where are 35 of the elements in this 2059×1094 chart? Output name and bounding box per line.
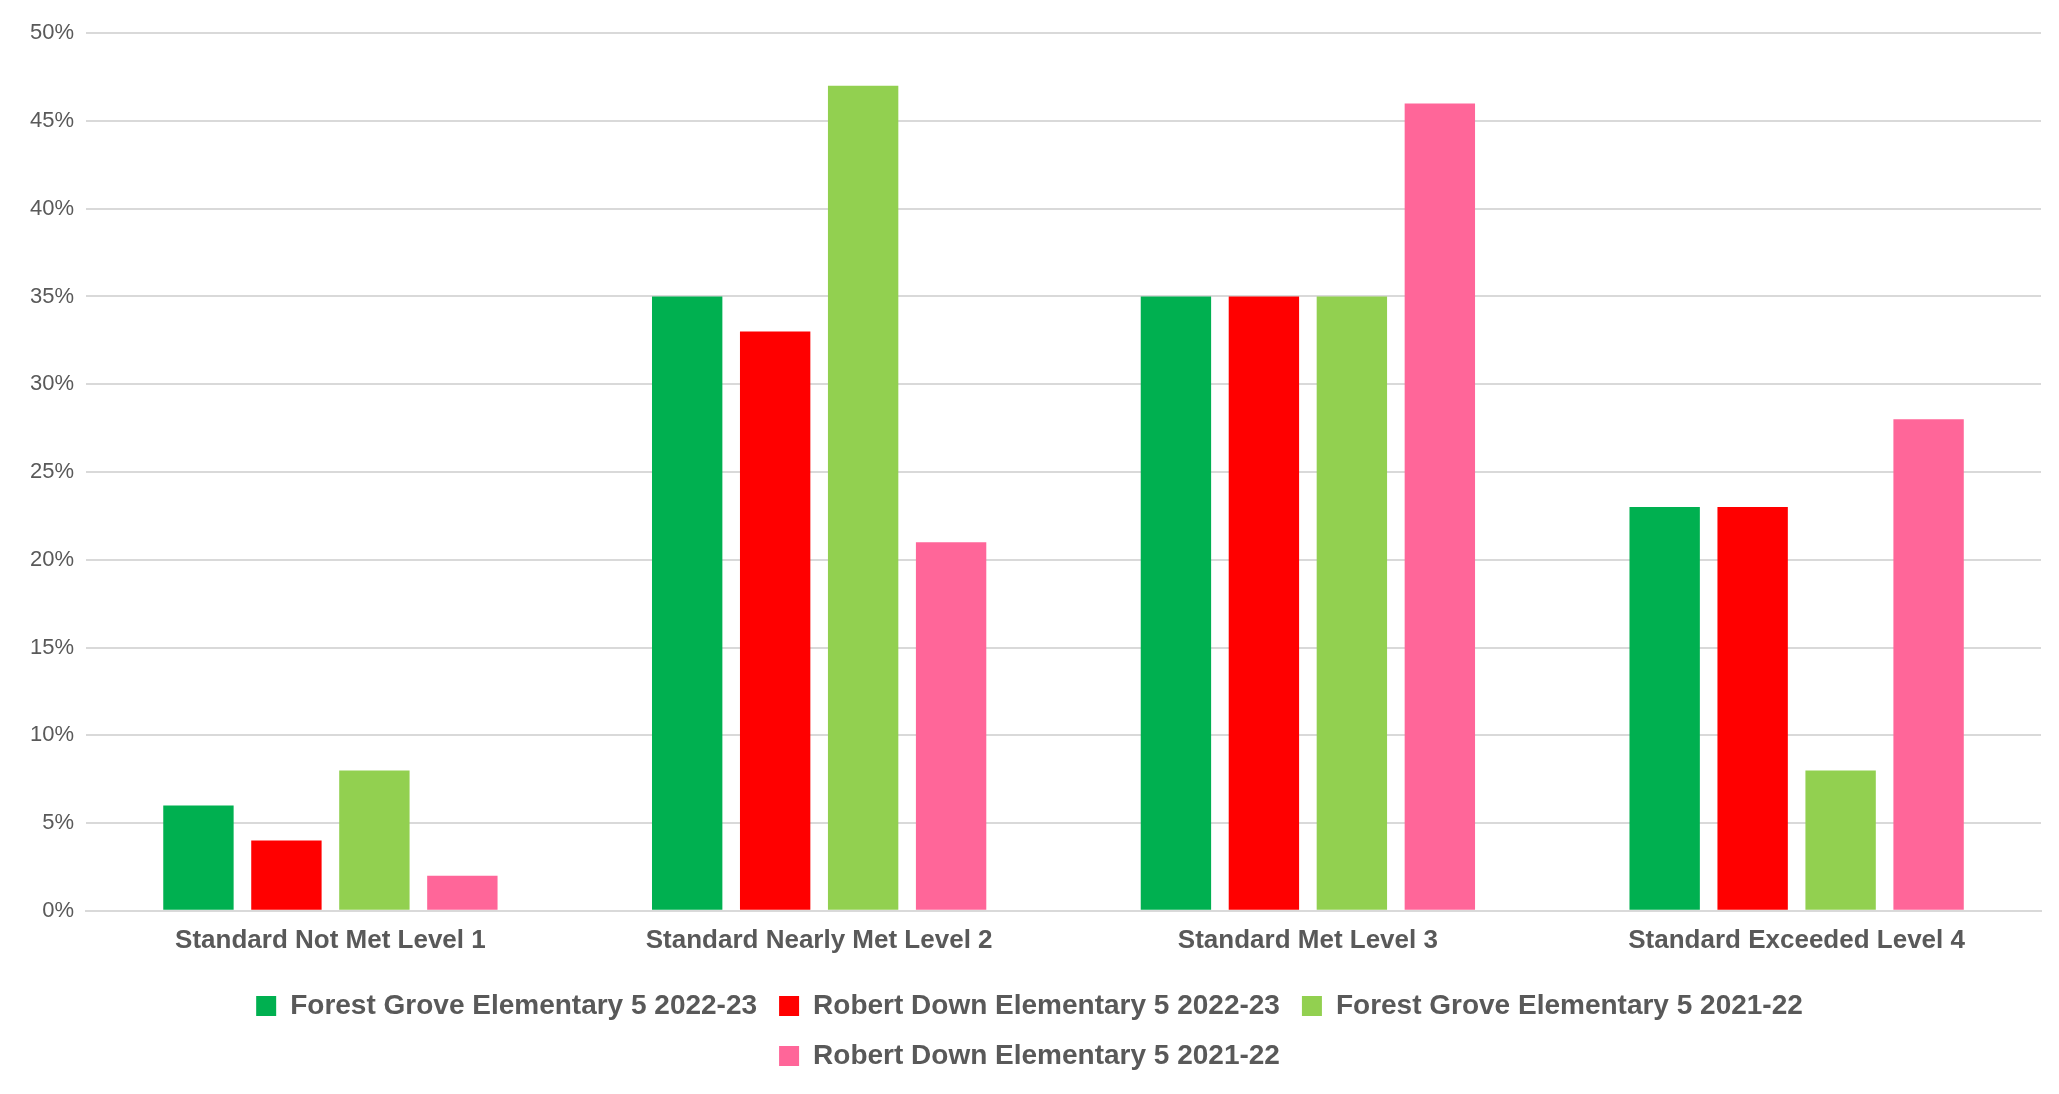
legend-label: Robert Down Elementary 5 2021-22: [813, 1038, 1280, 1070]
bar: [1140, 296, 1212, 910]
bar: [1316, 296, 1388, 910]
legend-label: Robert Down Elementary 5 2022-23: [813, 988, 1280, 1020]
bar: [251, 840, 322, 910]
bar: [339, 770, 410, 910]
x-tick-label: Standard Exceeded Level 4: [1628, 923, 1966, 954]
y-tick-label: 35%: [29, 282, 75, 308]
bar: [1629, 507, 1700, 910]
y-tick-label: 40%: [29, 194, 75, 220]
bar: [1404, 103, 1476, 910]
y-tick-label: 0%: [42, 896, 75, 922]
x-tick-label: Standard Nearly Met Level 2: [645, 923, 993, 954]
bar: [1228, 296, 1300, 910]
y-tick-label: 5%: [42, 809, 75, 835]
x-tick-label: Standard Not Met Level 1: [175, 923, 486, 954]
legend-label: Forest Grove Elementary 5 2021-22: [1335, 988, 1803, 1020]
bar: [827, 85, 899, 910]
legend-label: Forest Grove Elementary 5 2022-23: [290, 988, 758, 1020]
bar: [1717, 507, 1788, 910]
bar: [1893, 419, 1964, 910]
y-tick-label: 30%: [29, 370, 75, 396]
y-tick-label: 25%: [29, 458, 75, 484]
bar: [427, 875, 498, 910]
bar: [163, 805, 234, 910]
y-tick-label: 10%: [29, 721, 75, 747]
bar: [739, 331, 811, 910]
bar: [1805, 770, 1876, 910]
y-tick-label: 15%: [29, 633, 75, 659]
y-tick-label: 50%: [29, 19, 75, 45]
x-tick-label: Standard Met Level 3: [1177, 923, 1438, 954]
bar: [652, 296, 723, 910]
y-tick-label: 20%: [29, 545, 75, 571]
bar: [915, 542, 987, 910]
y-tick-label: 45%: [29, 107, 75, 133]
